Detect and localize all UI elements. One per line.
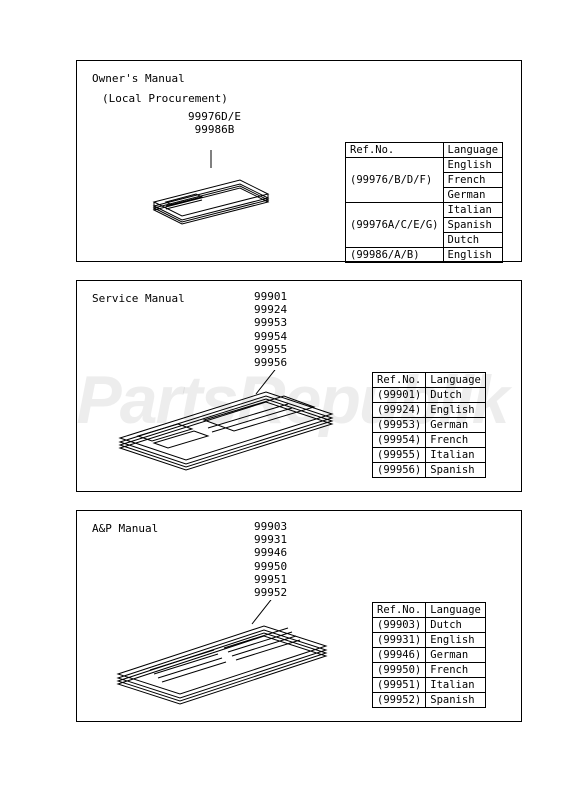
cell-language: Spanish — [426, 693, 486, 708]
table-ap: Ref.No. Language (99903)Dutch(99931)Engl… — [372, 602, 486, 708]
section-title-owners: Owner's Manual — [92, 72, 185, 85]
section-title-ap: A&P Manual — [92, 522, 158, 535]
cell-refno: (99924) — [373, 403, 426, 418]
cell-language: Italian — [426, 678, 486, 693]
cell-refno: (99931) — [373, 633, 426, 648]
cell-language: German — [443, 188, 503, 203]
table-row: (99924)English — [373, 403, 486, 418]
cell-language: English — [426, 633, 486, 648]
table-row: (99950)French — [373, 663, 486, 678]
th-refno: Ref.No. — [346, 143, 444, 158]
cell-language: French — [443, 173, 503, 188]
table-row: (99976/B/D/F)English — [346, 158, 503, 173]
cell-refno: (99952) — [373, 693, 426, 708]
th-language: Language — [443, 143, 503, 158]
cell-language: Dutch — [426, 388, 486, 403]
figure-owners-manual-icon — [136, 150, 286, 240]
figure-labels-ap: 99903 99931 99946 99950 99951 99952 — [254, 520, 287, 599]
cell-language: English — [426, 403, 486, 418]
table-row: (99951)Italian — [373, 678, 486, 693]
table-owners: Ref.No. Language (99976/B/D/F)EnglishFre… — [345, 142, 503, 263]
diagram-page: { "watermark_text": "PartsRepublik", "se… — [0, 0, 584, 800]
table-row: (99903)Dutch — [373, 618, 486, 633]
cell-language: Italian — [426, 448, 486, 463]
th-refno: Ref.No. — [373, 373, 426, 388]
cell-language: Spanish — [443, 218, 503, 233]
cell-language: French — [426, 433, 486, 448]
table-row: (99986/A/B)English — [346, 248, 503, 263]
cell-refno: (99953) — [373, 418, 426, 433]
section-title-service: Service Manual — [92, 292, 185, 305]
cell-refno: (99951) — [373, 678, 426, 693]
table-row: (99931)English — [373, 633, 486, 648]
cell-language: German — [426, 648, 486, 663]
cell-language: French — [426, 663, 486, 678]
cell-language: Italian — [443, 203, 503, 218]
th-refno: Ref.No. — [373, 603, 426, 618]
cell-refno: (99946) — [373, 648, 426, 663]
cell-refno: (99955) — [373, 448, 426, 463]
table-row: (99946)German — [373, 648, 486, 663]
cell-language: English — [443, 248, 503, 263]
cell-language: German — [426, 418, 486, 433]
cell-refno: (99976A/C/E/G) — [346, 203, 444, 248]
table-row: (99953)German — [373, 418, 486, 433]
th-language: Language — [426, 373, 486, 388]
cell-refno: (99901) — [373, 388, 426, 403]
table-row: (99954)French — [373, 433, 486, 448]
figure-labels-service: 99901 99924 99953 99954 99955 99956 — [254, 290, 287, 369]
cell-language: Spanish — [426, 463, 486, 478]
table-row: (99956)Spanish — [373, 463, 486, 478]
cell-language: Dutch — [426, 618, 486, 633]
th-language: Language — [426, 603, 486, 618]
cell-refno: (99956) — [373, 463, 426, 478]
cell-refno: (99950) — [373, 663, 426, 678]
table-row: (99955)Italian — [373, 448, 486, 463]
cell-refno: (99976/B/D/F) — [346, 158, 444, 203]
figure-service-manual-icon — [108, 370, 338, 480]
cell-language: English — [443, 158, 503, 173]
cell-refno: (99986/A/B) — [346, 248, 444, 263]
figure-labels-owners: 99976D/E 99986B — [188, 110, 241, 136]
section-subtitle-owners: (Local Procurement) — [102, 92, 228, 105]
table-service: Ref.No. Language (99901)Dutch(99924)Engl… — [372, 372, 486, 478]
cell-refno: (99954) — [373, 433, 426, 448]
table-row: (99901)Dutch — [373, 388, 486, 403]
cell-language: Dutch — [443, 233, 503, 248]
cell-refno: (99903) — [373, 618, 426, 633]
table-row: (99976A/C/E/G)Italian — [346, 203, 503, 218]
table-row: (99952)Spanish — [373, 693, 486, 708]
figure-ap-manual-icon — [104, 600, 334, 715]
